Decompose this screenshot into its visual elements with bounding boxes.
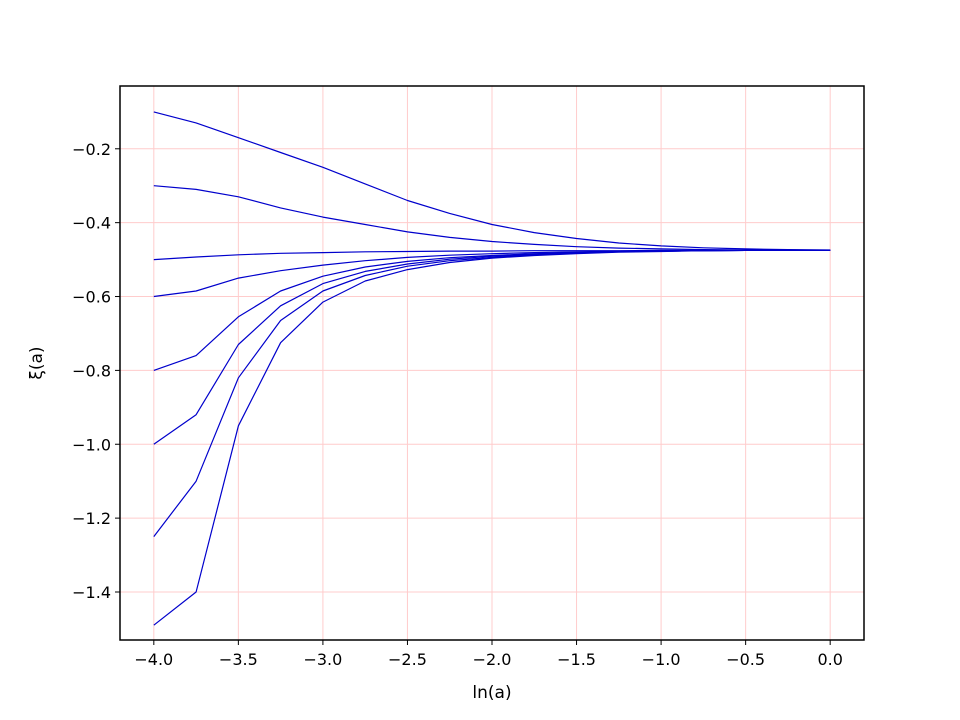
y-tick-label: −1.2 (72, 509, 111, 528)
y-tick-label: −0.6 (72, 288, 111, 307)
x-tick-label: −1.0 (642, 650, 681, 669)
x-axis-label: ln(a) (472, 683, 511, 703)
x-tick-label: −0.5 (726, 650, 765, 669)
y-tick-label: −0.4 (72, 214, 111, 233)
x-tick-label: 0.0 (817, 650, 842, 669)
grid (120, 86, 864, 640)
y-tick-label: −1.0 (72, 435, 111, 454)
x-axis-ticks: −4.0 −3.5 −3.0 −2.5 −2.0 −1.5 −1.0 −0.5 0.0 (134, 640, 843, 669)
x-tick-label: −3.0 (303, 650, 342, 669)
series-line-2 (153, 185, 831, 251)
x-tick-label: −2.0 (473, 650, 512, 669)
series-line-1 (153, 111, 831, 251)
series-line-8 (153, 249, 831, 626)
x-tick-label: −2.5 (388, 650, 427, 669)
x-tick-label: −4.0 (134, 650, 173, 669)
y-axis-label: ξ(a) (27, 346, 47, 379)
series-lines (153, 111, 831, 626)
y-axis-ticks: −0.2 −0.4 −0.6 −0.8 −1.0 −1.2 −1.4 (72, 140, 120, 602)
y-tick-label: −0.8 (72, 361, 111, 380)
x-tick-label: −1.5 (557, 650, 596, 669)
y-tick-label: −1.4 (72, 583, 111, 602)
y-tick-label: −0.2 (72, 140, 111, 159)
x-tick-label: −3.5 (219, 650, 258, 669)
